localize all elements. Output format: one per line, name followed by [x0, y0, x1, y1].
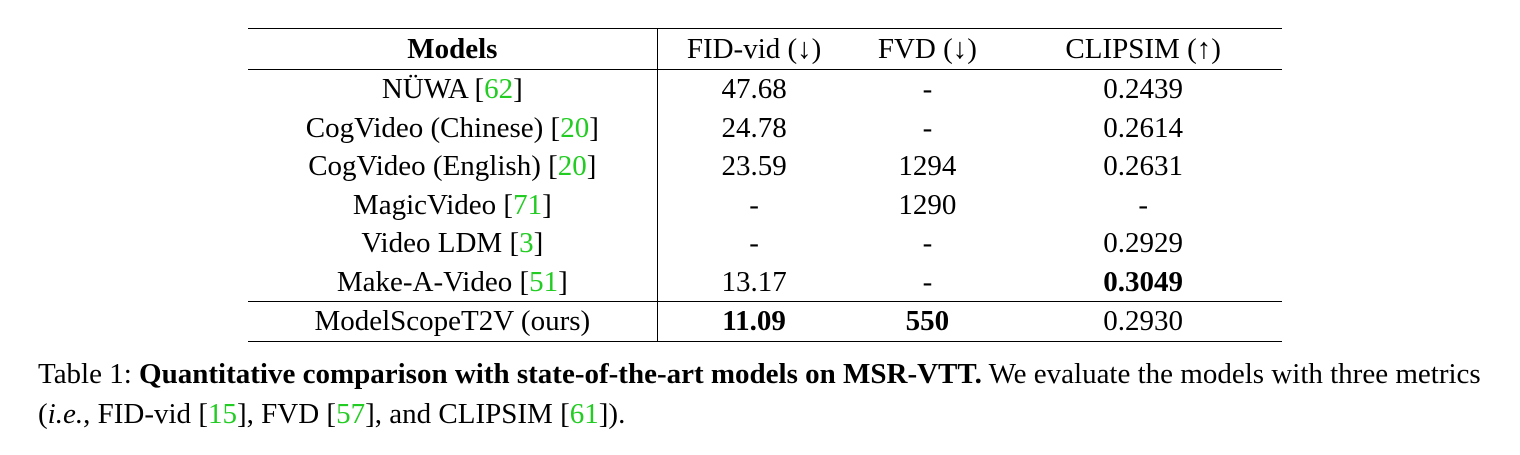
caption-text-clip: , and CLIPSIM: [374, 398, 561, 430]
model-name: ModelScopeT2V (ours): [314, 305, 591, 337]
table-row-ours: ModelScopeT2V (ours) 11.09 550 0.2930: [248, 301, 1282, 342]
model-name: Video LDM: [361, 227, 503, 259]
citation-link[interactable]: 57: [336, 398, 366, 430]
header-models: Models: [248, 28, 658, 70]
model-cell: ModelScopeT2V (ours): [248, 301, 658, 342]
table-header-row: Models FID-vid (↓) FVD (↓) CLIPSIM (↑): [248, 28, 1282, 70]
fid-vid-cell: 24.78: [721, 111, 787, 144]
citation-link[interactable]: 51: [529, 265, 559, 298]
model-cell: CogVideo (English) [20]: [248, 147, 658, 186]
fvd-cell-best: 550: [850, 301, 1005, 342]
header-fvd: FVD (↓): [850, 28, 1005, 70]
citation-link[interactable]: 15: [207, 398, 237, 430]
citation-link[interactable]: 20: [557, 150, 587, 182]
table-body: NÜWA [62] 47.68 - 0.2439 CogVideo (Chine…: [248, 69, 1282, 342]
clipsim-cell: 0.2631: [1103, 150, 1184, 182]
fvd-cell: 1290: [898, 188, 957, 221]
model-name: Make-A-Video: [336, 265, 513, 298]
table-row: CogVideo (Chinese) [20] 24.78 - 0.2614: [248, 108, 1282, 147]
header-clipsim: CLIPSIM (↑): [1004, 28, 1282, 70]
fvd-cell: -: [922, 111, 933, 144]
clipsim-cell: 0.2929: [1103, 227, 1184, 259]
header-fid-vid: FID-vid (↓): [657, 28, 851, 70]
caption-text-fvd: , FVD: [246, 398, 327, 430]
table-row: NÜWA [62] 47.68 - 0.2439: [248, 69, 1282, 109]
fid-vid-cell: -: [749, 227, 759, 259]
table-caption: Table 1: Quantitative comparison with st…: [38, 358, 1481, 430]
citation-link[interactable]: 71: [513, 188, 543, 221]
model-cell: MagicVideo [71]: [248, 185, 658, 224]
fvd-cell: -: [922, 227, 933, 259]
results-table: Models FID-vid (↓) FVD (↓) CLIPSIM (↑) N…: [248, 28, 1282, 342]
fid-vid-cell: 47.68: [721, 73, 787, 105]
fid-vid-cell: 13.17: [721, 265, 787, 298]
citation-link[interactable]: 3: [519, 227, 534, 259]
caption-text-fid: , FID-vid: [83, 398, 199, 430]
fid-vid-cell-best: 11.09: [657, 301, 851, 342]
fid-vid-cell: 23.59: [721, 150, 787, 182]
clipsim-cell: 0.2930: [1004, 301, 1282, 342]
model-cell: NÜWA [62]: [248, 69, 658, 109]
caption-text-before: We evaluate the models with three metric…: [38, 358, 1481, 430]
model-name: CogVideo (English): [308, 150, 541, 182]
caption-text-end: ).: [608, 398, 626, 430]
model-name: NÜWA: [381, 73, 468, 105]
caption-label: Table 1:: [38, 358, 132, 390]
results-table-container: Models FID-vid (↓) FVD (↓) CLIPSIM (↑) N…: [248, 28, 1282, 342]
table-row: CogVideo (English) [20] 23.59 1294 0.263…: [248, 147, 1282, 186]
clipsim-cell-best: 0.3049: [1103, 265, 1184, 298]
citation-link[interactable]: 62: [484, 73, 514, 105]
fvd-cell: -: [922, 73, 933, 105]
model-cell: Video LDM [3]: [248, 224, 658, 263]
clipsim-cell: 0.2614: [1103, 111, 1184, 144]
caption-ie: i.e.: [47, 398, 84, 430]
clipsim-cell: 0.2439: [1103, 73, 1184, 105]
fvd-cell: -: [922, 265, 933, 298]
fid-vid-cell: -: [749, 188, 759, 221]
caption-title: Quantitative comparison with state-of-th…: [139, 358, 982, 390]
citation-link[interactable]: 20: [560, 111, 590, 144]
table-row: Video LDM [3] - - 0.2929: [248, 224, 1282, 263]
model-name: MagicVideo: [352, 188, 497, 221]
clipsim-cell: -: [1138, 188, 1148, 221]
model-cell: CogVideo (Chinese) [20]: [248, 108, 658, 147]
fvd-cell: 1294: [898, 150, 957, 182]
citation-link[interactable]: 61: [569, 398, 599, 430]
model-name: CogVideo (Chinese): [305, 111, 544, 144]
table-row: MagicVideo [71] - 1290 -: [248, 185, 1282, 224]
model-cell: Make-A-Video [51]: [248, 262, 658, 302]
table-row: Make-A-Video [51] 13.17 - 0.3049: [248, 262, 1282, 302]
